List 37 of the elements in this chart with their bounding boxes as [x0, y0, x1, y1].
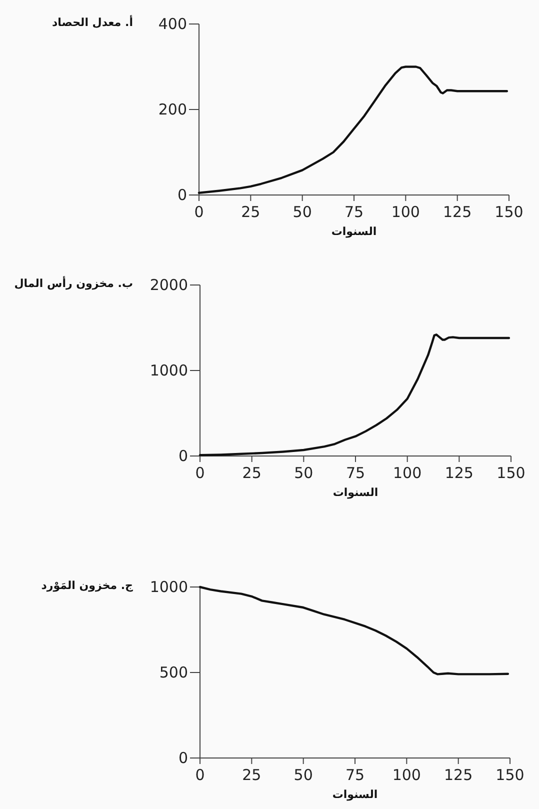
x-axis-title: السنوات [332, 486, 378, 499]
line-series [198, 586, 510, 676]
x-tick-label: 25 [241, 203, 260, 221]
y-tick-label: 500 [159, 664, 188, 682]
y-tick-label: 0 [177, 186, 187, 204]
x-tick-label: 100 [392, 766, 421, 784]
x-tick-label: 150 [494, 203, 524, 221]
x-axis-title: السنوات [331, 225, 377, 238]
x-tick-label: 125 [443, 203, 472, 221]
y-tick-label: 200 [158, 100, 187, 118]
x-tick-label: 0 [195, 464, 205, 482]
x-tick-label: 150 [496, 766, 524, 784]
text: ب. مخزون رأس المال [14, 276, 133, 290]
x-tick-label: 125 [444, 766, 473, 784]
x-tick-label: 125 [444, 464, 474, 482]
y-tick-label: 2000 [150, 276, 188, 294]
y-tick-label: 0 [178, 749, 188, 767]
x-tick-label: 0 [195, 766, 205, 784]
x-axis-title: السنوات [332, 788, 378, 801]
x-tick-label: 75 [346, 464, 366, 482]
x-tick-label: 50 [292, 203, 312, 221]
x-tick-label: 50 [294, 766, 313, 784]
text: أ. معدل الحصاد [52, 15, 133, 29]
y-tick-label: 400 [158, 15, 187, 33]
x-tick-label: 75 [345, 766, 365, 784]
x-tick-label: 50 [294, 464, 314, 482]
x-tick-label: 0 [194, 203, 204, 221]
x-tick-label: 100 [393, 464, 422, 482]
x-tick-label: 25 [242, 464, 262, 482]
y-tick-label: 0 [178, 447, 188, 465]
x-tick-label: 75 [344, 203, 364, 221]
text: ج. مخزون المَوْرد [41, 579, 134, 592]
x-tick-label: 100 [391, 203, 420, 221]
y-tick-label: 1000 [150, 362, 188, 380]
x-tick-label: 25 [242, 766, 262, 784]
y-tick-label: 1000 [150, 578, 188, 596]
x-tick-label: 150 [496, 464, 526, 482]
